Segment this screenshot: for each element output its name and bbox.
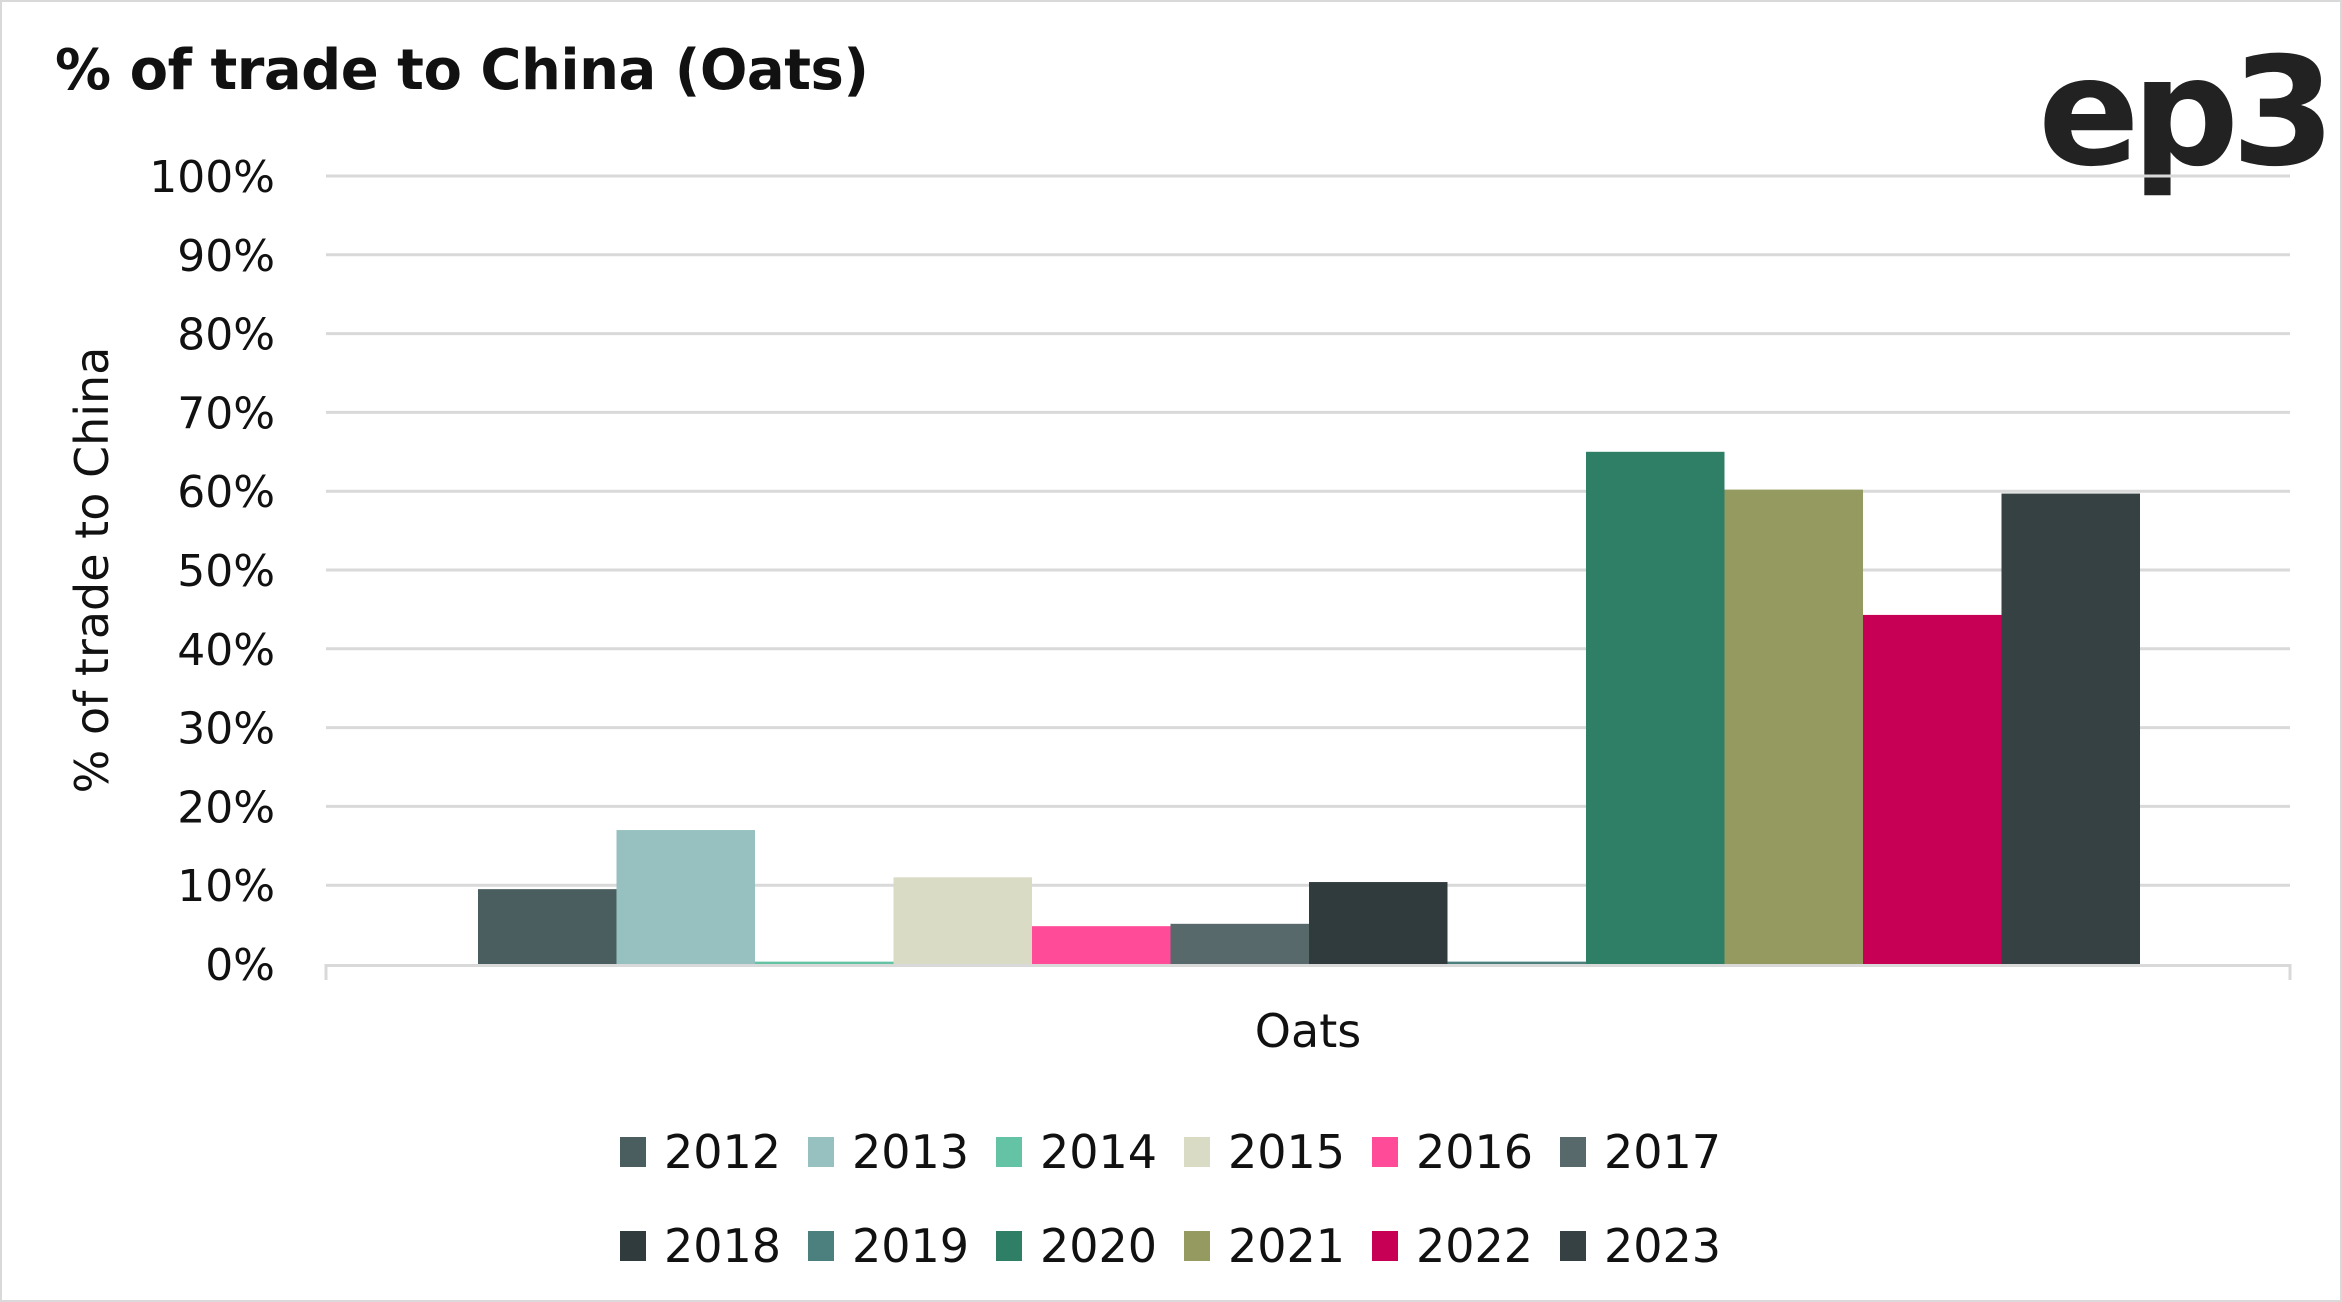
y-axis-ticks: 0% 10% 20% 30% 40% 50% 60% 70% 80% 90% 100%	[149, 152, 275, 991]
y-tick-label: 40%	[177, 625, 275, 676]
legend-item: 2012	[620, 1125, 808, 1179]
legend-swatch	[1372, 1231, 1398, 1261]
bar-2014	[755, 961, 894, 964]
legend-label: 2013	[852, 1125, 970, 1179]
y-tick-label: 20%	[177, 782, 275, 833]
legend: 2012 2013 2014 2015 2016 2017 2018 2019 2020 2021…	[620, 1105, 1820, 1293]
legend-label: 2016	[1416, 1125, 1534, 1179]
bar-2017	[1170, 923, 1309, 964]
y-tick-label: 90%	[177, 231, 275, 282]
legend-item: 2014	[996, 1125, 1184, 1179]
legend-swatch	[808, 1137, 834, 1167]
legend-item: 2013	[808, 1125, 996, 1179]
bars	[478, 451, 2140, 964]
legend-swatch	[996, 1231, 1022, 1261]
legend-row: 2012 2013 2014 2015 2016 2017	[620, 1105, 1820, 1199]
bar-2020	[1586, 451, 1725, 964]
legend-label: 2015	[1228, 1125, 1346, 1179]
legend-swatch	[1560, 1137, 1586, 1167]
bar-2015	[893, 877, 1032, 964]
category-label: Oats	[1255, 1004, 1361, 1058]
legend-label: 2018	[664, 1219, 782, 1273]
legend-label: 2019	[852, 1219, 970, 1273]
x-axis	[324, 964, 2292, 980]
legend-item: 2023	[1560, 1219, 1748, 1273]
y-tick-label: 70%	[177, 388, 275, 439]
y-tick-label: 50%	[177, 546, 275, 597]
legend-label: 2023	[1604, 1219, 1722, 1273]
legend-item: 2015	[1184, 1125, 1372, 1179]
legend-swatch	[620, 1137, 646, 1167]
legend-swatch	[620, 1231, 646, 1261]
bar-2023	[2001, 493, 2140, 964]
ep3-logo: ep3	[2038, 26, 2335, 200]
legend-swatch	[1184, 1231, 1210, 1261]
legend-swatch	[1560, 1231, 1586, 1261]
legend-swatch	[1184, 1137, 1210, 1167]
y-tick-label: 10%	[177, 861, 275, 912]
legend-item: 2018	[620, 1219, 808, 1273]
y-tick-label: 0%	[205, 940, 275, 991]
legend-item: 2017	[1560, 1125, 1748, 1179]
bar-2019	[1447, 961, 1586, 964]
y-tick-label: 30%	[177, 704, 275, 755]
legend-swatch	[1372, 1137, 1398, 1167]
y-tick-label: 100%	[149, 152, 275, 203]
legend-label: 2017	[1604, 1125, 1722, 1179]
y-tick-label: 80%	[177, 310, 275, 361]
bar-2021	[1724, 489, 1863, 964]
y-axis-title: % of trade to China	[65, 347, 119, 794]
legend-label: 2022	[1416, 1219, 1534, 1273]
chart-title: % of trade to China (Oats)	[55, 38, 869, 103]
bar-2016	[1032, 926, 1171, 964]
legend-item: 2021	[1184, 1219, 1372, 1273]
y-tick-label: 60%	[177, 467, 275, 518]
bar-2022	[1863, 614, 2002, 964]
legend-label: 2012	[664, 1125, 782, 1179]
legend-label: 2014	[1040, 1125, 1158, 1179]
legend-item: 2022	[1372, 1219, 1560, 1273]
legend-row: 2018 2019 2020 2021 2022 2023	[620, 1199, 1820, 1293]
bar-2012	[478, 889, 617, 964]
legend-item: 2016	[1372, 1125, 1560, 1179]
legend-item: 2020	[996, 1219, 1184, 1273]
bar-2018	[1309, 882, 1448, 964]
legend-label: 2020	[1040, 1219, 1158, 1273]
legend-item: 2019	[808, 1219, 996, 1273]
legend-swatch	[808, 1231, 834, 1261]
legend-label: 2021	[1228, 1219, 1346, 1273]
legend-swatch	[996, 1137, 1022, 1167]
bar-2013	[616, 830, 755, 964]
